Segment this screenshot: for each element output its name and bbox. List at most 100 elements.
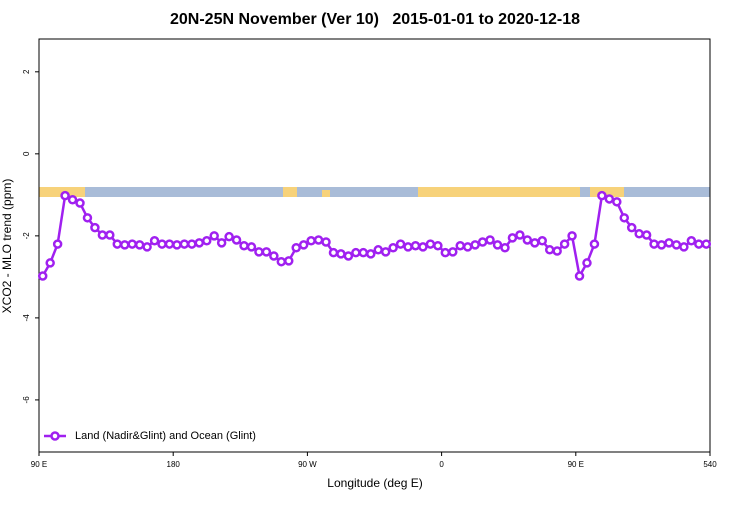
data-point [306, 236, 316, 246]
data-point [626, 222, 637, 233]
data-point [231, 235, 242, 245]
data-point [336, 249, 346, 259]
data-point [559, 239, 570, 249]
data-point [82, 213, 93, 223]
land-patch [322, 190, 330, 197]
data-point [246, 242, 257, 252]
data-point [694, 239, 704, 249]
data-point [45, 258, 55, 268]
data-point [157, 239, 167, 249]
data-point [656, 240, 667, 250]
data-point [507, 233, 518, 243]
y-tick-label: 0 [22, 151, 31, 156]
chart-title: 20N-25N November (Ver 10) 2015-01-01 to … [170, 11, 580, 28]
data-point [500, 243, 510, 253]
data-point [134, 240, 145, 250]
data-point [276, 256, 287, 267]
data-point [418, 242, 428, 252]
x-tick-label: 0 [439, 460, 444, 469]
data-point [97, 230, 108, 240]
land-patch [418, 187, 580, 197]
data-point [202, 236, 212, 246]
data-point [373, 245, 383, 255]
legend-marker [50, 431, 60, 441]
data-point [403, 242, 413, 252]
data-point [388, 243, 398, 253]
data-point [485, 235, 495, 245]
data-point [60, 190, 70, 201]
data-point [701, 239, 712, 249]
y-tick-label: -6 [22, 396, 31, 404]
data-point [298, 240, 309, 250]
data-point [269, 251, 279, 261]
data-point [477, 237, 488, 247]
data-point [537, 236, 547, 246]
data-point [172, 240, 182, 250]
x-tick-label: 540 [703, 460, 717, 469]
data-point [455, 240, 465, 251]
land-patch [39, 187, 85, 197]
data-point [127, 239, 137, 249]
data-point [664, 238, 674, 248]
data-point [686, 236, 697, 246]
data-point [604, 194, 615, 204]
data-point [440, 247, 451, 258]
data-point [574, 271, 585, 281]
data-point [552, 246, 562, 256]
data-point [224, 231, 234, 242]
data-point [209, 231, 219, 241]
y-tick-label: 2 [22, 69, 31, 74]
data-point [515, 230, 525, 240]
data-point [679, 242, 689, 252]
data-point [358, 247, 369, 258]
y-tick-label: -4 [22, 314, 31, 322]
data-point [410, 240, 421, 251]
data-point [119, 240, 130, 250]
x-axis-label: Longitude (deg E) [327, 476, 422, 490]
data-point [395, 239, 406, 249]
data-point [462, 242, 473, 252]
data-point [328, 247, 339, 258]
data-point [239, 240, 249, 251]
data-point [589, 239, 600, 249]
data-point [90, 222, 100, 233]
data-point [522, 235, 533, 245]
data-point [321, 237, 331, 247]
x-tick-label: 180 [167, 460, 181, 469]
data-point [187, 239, 197, 249]
data-point [142, 242, 152, 252]
data-point [634, 229, 644, 239]
data-point [194, 238, 205, 248]
data-point [544, 245, 555, 255]
data-point [254, 247, 264, 257]
data-point [366, 249, 376, 259]
data-point [351, 247, 361, 258]
data-point [470, 240, 480, 250]
data-point [649, 239, 659, 249]
data-point [216, 238, 227, 248]
data-point [164, 239, 175, 249]
data-point [343, 251, 354, 261]
data-point [582, 258, 592, 268]
data-point [612, 197, 622, 207]
data-point [641, 230, 652, 240]
data-point [448, 247, 458, 257]
legend-label: Land (Nadir&Glint) and Ocean (Glint) [75, 430, 256, 442]
data-point [261, 247, 272, 257]
data-point [112, 239, 123, 249]
data-point [37, 271, 48, 281]
land-patch [590, 187, 624, 197]
data-point [313, 235, 324, 245]
land-patch [283, 187, 297, 197]
data-point [149, 236, 160, 246]
series-line [41, 193, 707, 280]
data-point [380, 247, 391, 257]
data-point [492, 240, 503, 250]
data-point [567, 231, 577, 241]
data-point [619, 213, 630, 223]
data-point [425, 239, 436, 249]
data-point [52, 239, 63, 249]
data-point [67, 195, 78, 205]
data-point [433, 240, 443, 251]
